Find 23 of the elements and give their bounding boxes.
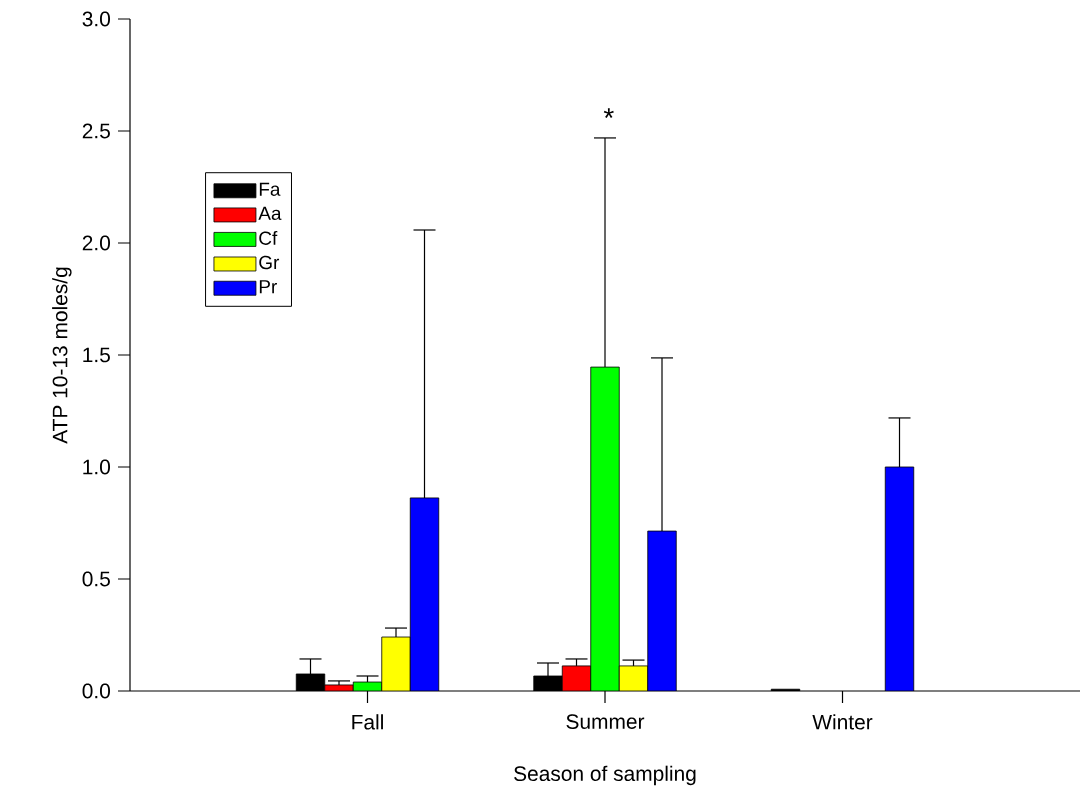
bar — [647, 531, 677, 691]
y-axis-title: ATP 10-13 moles/g — [52, 267, 72, 444]
y-tick-label: 1.5 — [83, 347, 110, 363]
x-tick-label: Fall — [352, 714, 383, 730]
y-tick-label: 2.5 — [82, 123, 110, 139]
legend-label: Aa — [258, 206, 282, 221]
bar — [410, 497, 439, 691]
y-tick-label: 0.5 — [82, 571, 110, 587]
bar — [381, 637, 411, 691]
legend-label: Gr — [259, 255, 280, 270]
legend-label: Pr — [259, 280, 277, 294]
y-tick-label: 1.0 — [83, 459, 110, 475]
x-axis-title: Season of sampling — [514, 765, 696, 786]
x-tick-label: Summer — [566, 714, 645, 729]
y-tick-label: 0.0 — [82, 683, 110, 699]
bar — [590, 366, 620, 691]
x-tick-label: Winter — [812, 714, 873, 730]
annotation: * — [603, 108, 614, 118]
y-tick-label: 2.0 — [82, 235, 110, 251]
legend-label: Fa — [259, 182, 281, 196]
y-tick-label: 3.0 — [82, 11, 110, 27]
bar — [884, 466, 915, 691]
legend-label: Cf — [259, 231, 278, 245]
